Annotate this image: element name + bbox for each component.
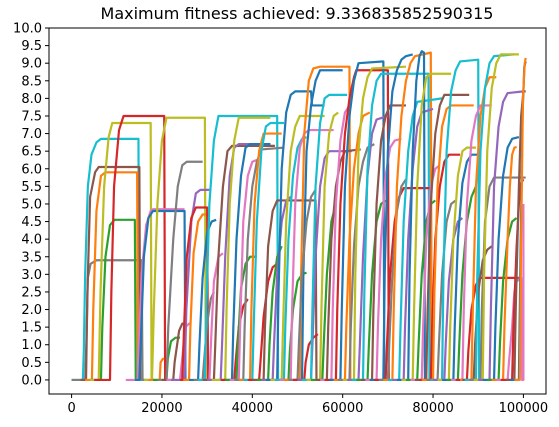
y-tick-label: 1.0 [21,338,42,353]
y-tick-label: 1.5 [21,321,42,336]
y-tick-label: 0.5 [21,356,42,371]
x-axis: 0 20000 40000 60000 80000 100000 [67,394,548,416]
y-tick-label: 6.5 [21,145,42,160]
x-tick-label: 100000 [499,401,549,416]
series-line-5 [89,121,158,382]
series-line-90 [491,145,517,382]
series-line-46 [302,93,348,382]
y-tick-label: 2.5 [21,285,42,300]
series-line-77 [437,146,476,382]
series-line-17 [180,206,210,382]
series-line-62 [374,187,433,382]
series-line-67 [396,50,427,382]
series-line-61 [369,53,413,382]
x-tick-label: 40000 [232,401,273,416]
series-line-57 [351,72,431,382]
series-line-2 [80,165,142,382]
y-axis: 0.0 0.5 1.0 1.5 2.0 2.5 3.0 3.5 4.0 4.5 5.0 5.5 6.0 6… [13,22,49,388]
series-line-87 [478,90,524,382]
series-line-75 [430,58,481,382]
series-line-22 [202,144,275,382]
y-tick-label: 5.0 [21,197,42,212]
series-line-9 [143,116,207,382]
series-line-82 [460,76,497,382]
y-tick-label: 2.0 [21,303,42,318]
series-line-88 [482,136,520,382]
x-tick-label: 80000 [412,401,453,416]
series-line-37 [270,114,325,382]
y-tick-label: 10.0 [13,22,42,37]
y-tick-label: 3.0 [21,268,42,283]
series-line-68 [401,72,452,382]
series-line-8 [134,209,187,382]
y-tick-label: 6.0 [21,162,42,177]
series-line-71 [414,93,470,382]
series-line-12 [157,160,203,382]
series-line-4 [89,218,137,382]
y-tick-label: 7.5 [21,109,42,124]
y-tick-label: 4.5 [21,215,42,230]
plot-frame [48,27,547,395]
y-tick-label: 5.5 [21,180,42,195]
y-tick-label: 7.0 [21,127,42,142]
y-tick-label: 3.5 [21,250,42,265]
series-line-64 [383,51,433,382]
y-tick-label: 9.0 [21,57,42,72]
series-line-25 [220,143,271,382]
series-line-3 [85,171,140,382]
series-line-60 [365,137,402,382]
series-line-65 [387,97,443,382]
series-line-6 [94,114,167,382]
series-line-95 [514,57,527,382]
x-tick-label: 20000 [141,401,182,416]
y-tick-label: 9.5 [21,39,42,54]
series-line-52 [329,60,386,382]
y-tick-label: 4.0 [21,233,42,248]
series-line-33 [252,199,318,382]
series-line-55 [342,65,406,382]
y-tick-label: 0.0 [21,373,42,388]
y-tick-label: 8.0 [21,92,42,107]
series-line-86 [473,53,519,382]
series-line-23 [207,143,271,382]
series-line-31 [243,121,284,382]
series-line-80 [451,104,492,382]
chart-title: Maximum fitness achieved: 9.336835852590… [101,4,494,23]
series-line-84 [464,53,515,382]
x-tick-label: 0 [67,401,75,416]
y-tick-label: 8.5 [21,74,42,89]
series-line-42 [288,69,343,382]
x-tick-label: 60000 [322,401,363,416]
series-line-59 [360,104,406,382]
series-layer [71,50,527,382]
